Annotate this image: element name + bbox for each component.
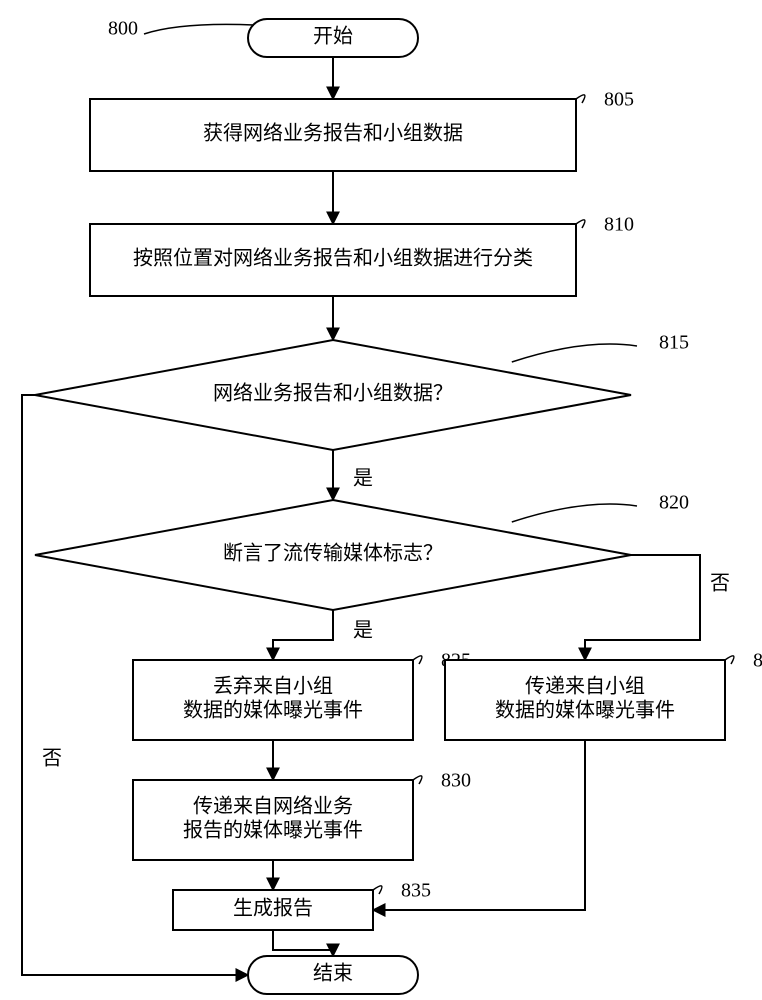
svg-text:800: 800 bbox=[108, 18, 138, 40]
svg-text:是: 是 bbox=[353, 468, 373, 490]
svg-text:805: 805 bbox=[604, 89, 634, 111]
svg-text:生成报告: 生成报告 bbox=[233, 897, 313, 920]
node-n825 bbox=[133, 656, 422, 740]
svg-text:数据的媒体曝光事件: 数据的媒体曝光事件 bbox=[495, 699, 675, 722]
svg-text:传递来自小组: 传递来自小组 bbox=[525, 675, 645, 698]
svg-text:开始: 开始 bbox=[313, 25, 353, 48]
svg-text:按照位置对网络业务报告和小组数据进行分类: 按照位置对网络业务报告和小组数据进行分类 bbox=[133, 247, 533, 270]
svg-text:否: 否 bbox=[42, 748, 62, 770]
svg-text:810: 810 bbox=[604, 214, 634, 236]
svg-text:网络业务报告和小组数据？: 网络业务报告和小组数据？ bbox=[213, 382, 453, 405]
svg-text:结束: 结束 bbox=[313, 962, 353, 985]
svg-text:获得网络业务报告和小组数据: 获得网络业务报告和小组数据 bbox=[203, 122, 463, 145]
svg-text:传递来自网络业务: 传递来自网络业务 bbox=[193, 795, 353, 818]
svg-text:报告的媒体曝光事件: 报告的媒体曝光事件 bbox=[183, 819, 363, 842]
svg-text:数据的媒体曝光事件: 数据的媒体曝光事件 bbox=[183, 699, 363, 722]
node-n830 bbox=[133, 776, 422, 860]
svg-text:是: 是 bbox=[353, 620, 373, 642]
svg-text:835: 835 bbox=[401, 880, 431, 902]
svg-text:820: 820 bbox=[659, 492, 689, 514]
node-n840 bbox=[445, 656, 734, 740]
svg-text:断言了流传输媒体标志？: 断言了流传输媒体标志？ bbox=[223, 542, 443, 565]
svg-text:840: 840 bbox=[753, 650, 762, 672]
flowchart-canvas: 是是否否开始获得网络业务报告和小组数据805按照位置对网络业务报告和小组数据进行… bbox=[0, 0, 762, 1000]
svg-text:否: 否 bbox=[710, 573, 730, 595]
svg-text:830: 830 bbox=[441, 770, 471, 792]
svg-text:丢弃来自小组: 丢弃来自小组 bbox=[213, 675, 333, 698]
svg-text:815: 815 bbox=[659, 332, 689, 354]
